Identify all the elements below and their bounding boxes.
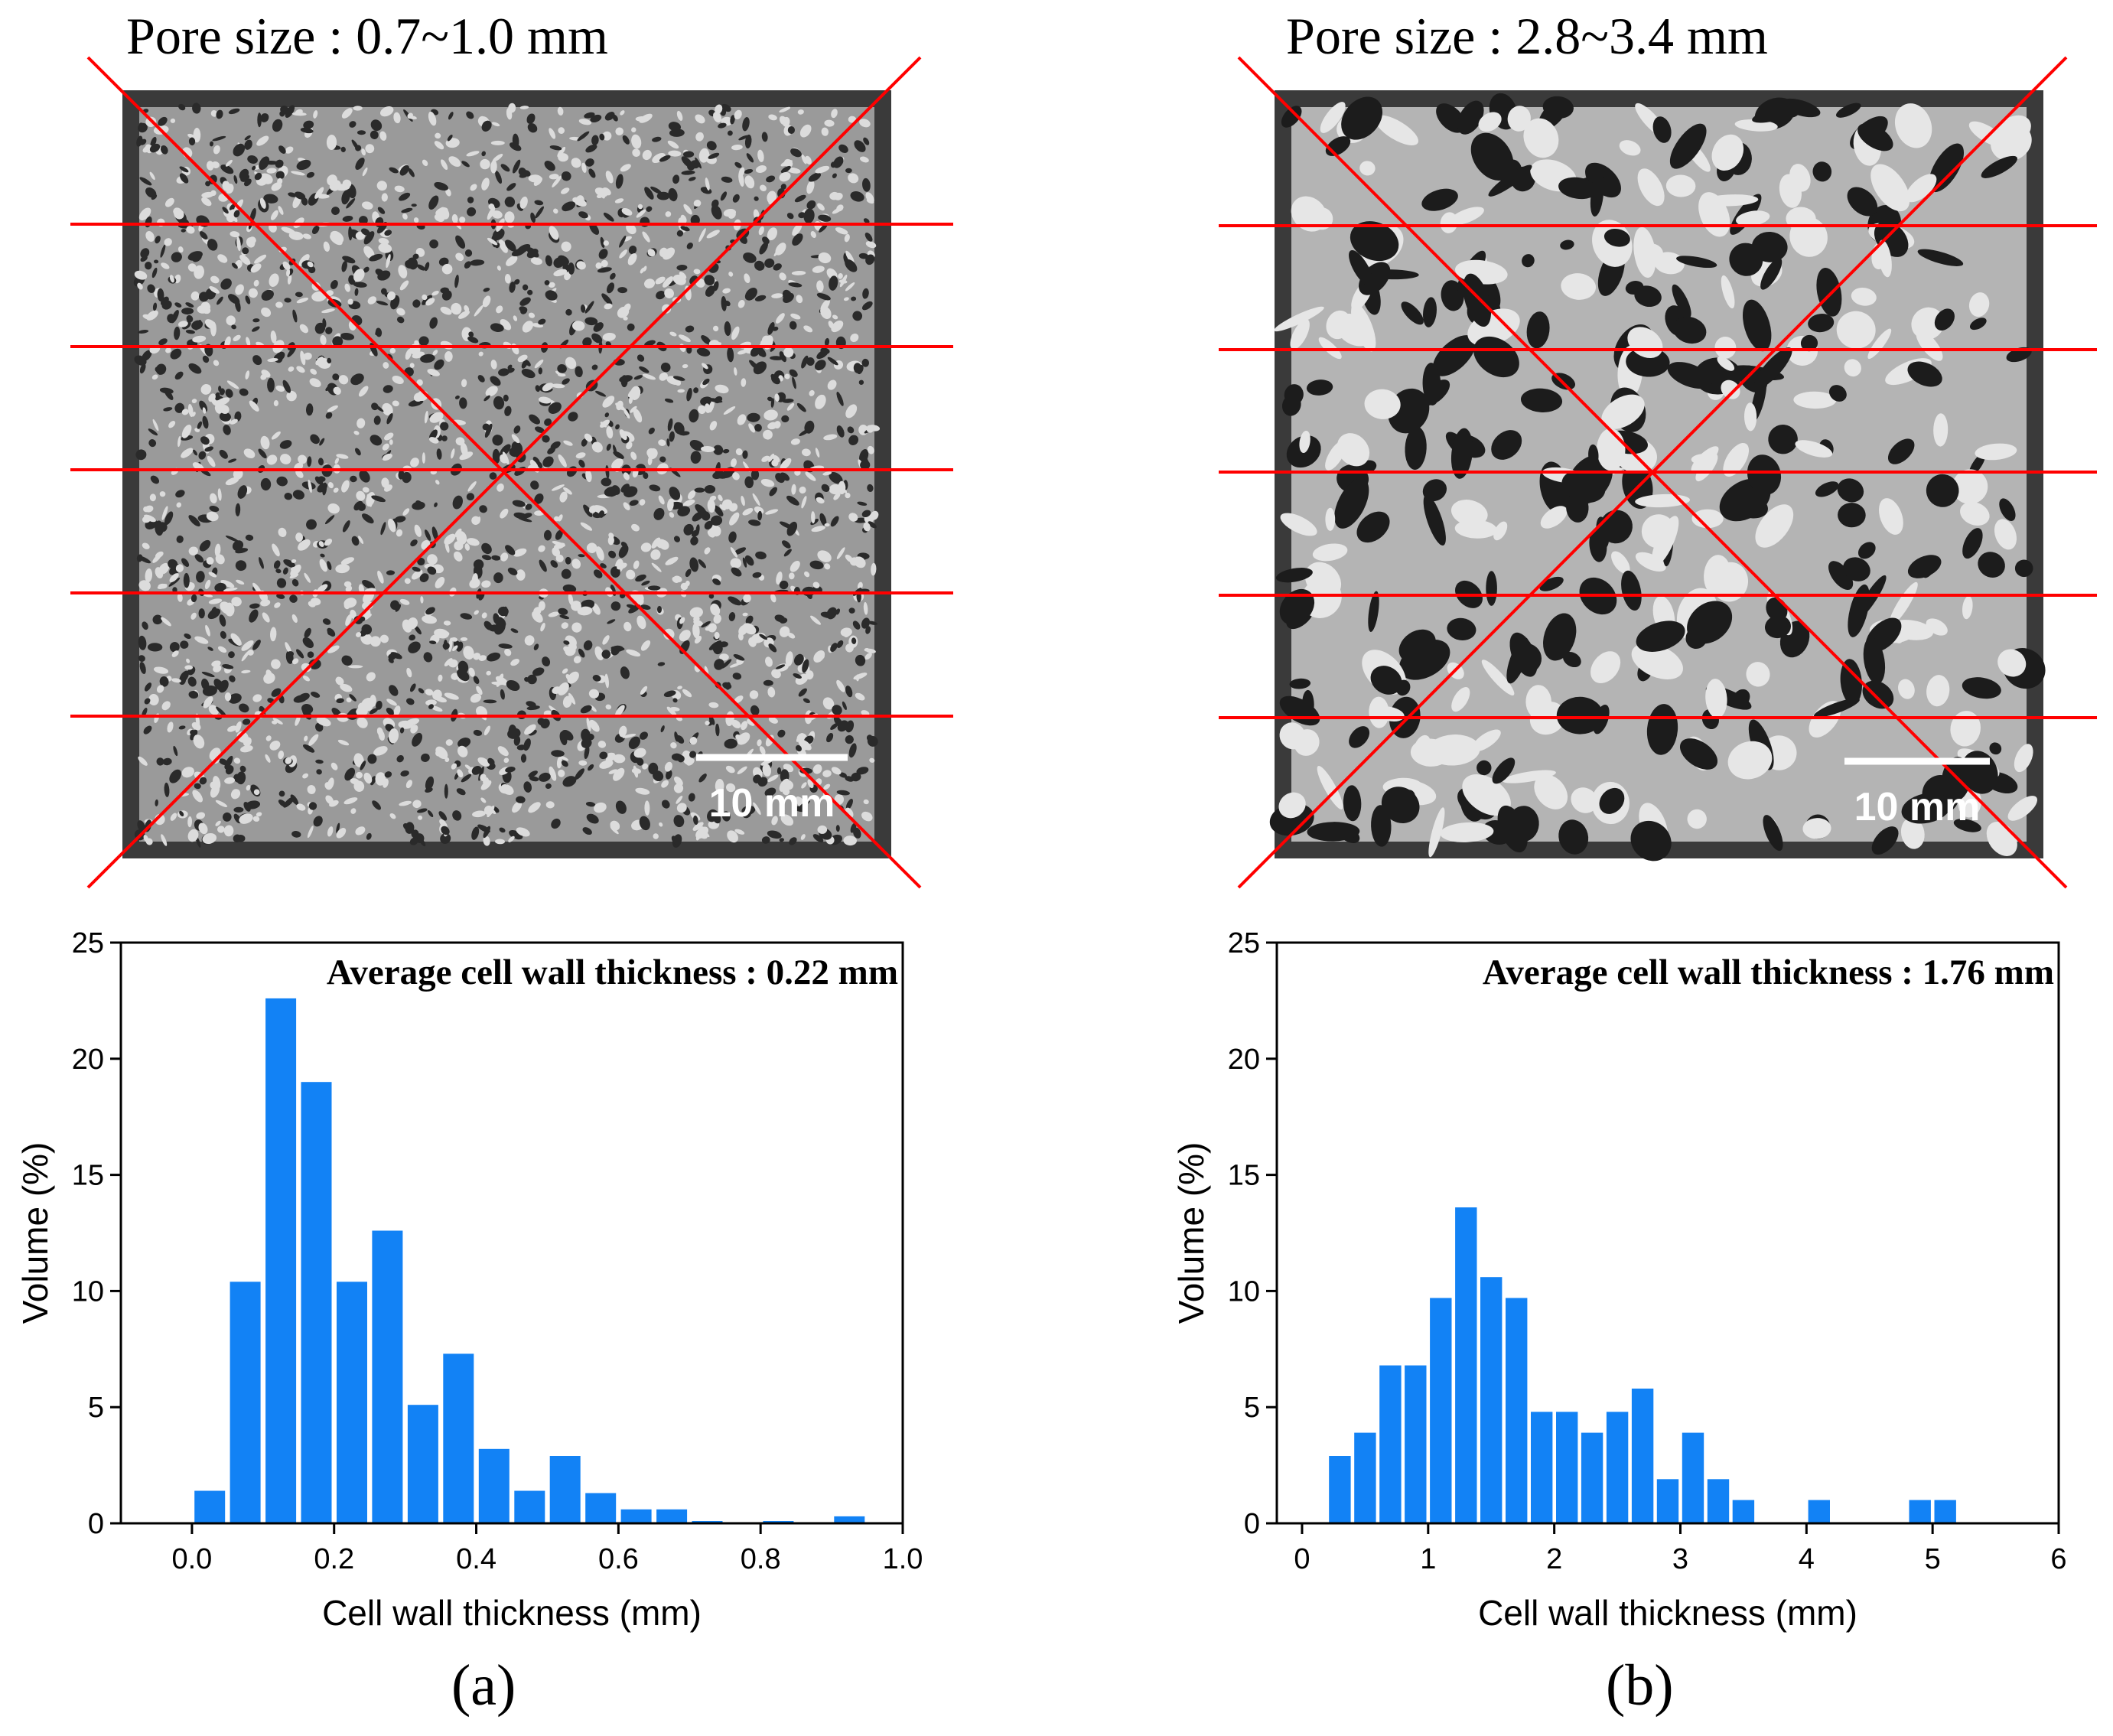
plot-frame (1275, 941, 2060, 1525)
measurement-lines (1219, 56, 2097, 889)
bar (1329, 1456, 1351, 1523)
bar (1656, 1479, 1679, 1523)
histogram: 0 1 2 3 4 5 6 0 5 10 15 20 25 Cell wall thickness (mm… (1171, 927, 2067, 1633)
y-tick-label: 10 (1228, 1275, 1260, 1308)
bar (1631, 1388, 1654, 1523)
x-tick-label: 6 (2050, 1543, 2066, 1575)
x-axis-label: Cell wall thickness (mm) (322, 1593, 702, 1633)
x-tick-label: 4 (1799, 1543, 1815, 1575)
scale-bar-label: 10 mm (709, 781, 835, 826)
bar (1682, 1432, 1704, 1523)
bars (1329, 1207, 1956, 1523)
plot-frame (119, 941, 904, 1525)
y-axis-label: Volume (%) (1171, 1142, 1211, 1324)
bar (1354, 1432, 1376, 1523)
chart-title: Average cell wall thickness : 1.76 mm (1483, 953, 2054, 992)
y-tick-label: 25 (72, 927, 104, 959)
bar (1808, 1500, 1830, 1523)
bar (1909, 1500, 1931, 1523)
bar (656, 1509, 688, 1523)
panel-a-figure: 10 mm 0.0 0.2 0.4 0.6 0.8 1.0 0 5 10 15 20 25 Cell w… (15, 56, 953, 1633)
bar (1581, 1432, 1603, 1523)
y-tick-label: 0 (88, 1508, 104, 1540)
x-tick-label: 5 (1925, 1543, 1941, 1575)
bar (1732, 1500, 1755, 1523)
x-tick-label: 0 (1294, 1543, 1310, 1575)
panel-b-figure: 10 mm 0 1 2 3 4 5 6 0 5 10 15 20 25 Cell wall thickne… (1171, 56, 2097, 1633)
bar (1707, 1479, 1730, 1523)
y-tick-label: 20 (72, 1044, 104, 1076)
bar (265, 998, 297, 1523)
bar (1556, 1412, 1578, 1523)
y-tick-label: 10 (72, 1275, 104, 1308)
x-tick-label: 0.8 (741, 1543, 781, 1575)
bar (194, 1490, 226, 1523)
panel-label: (a) (451, 1653, 516, 1718)
y-tick-label: 5 (1244, 1392, 1260, 1424)
y-tick-label: 15 (1228, 1160, 1260, 1192)
x-tick-label: 0.2 (314, 1543, 354, 1575)
bar (1531, 1412, 1553, 1523)
micrograph: 10 mm (70, 56, 953, 889)
x-tick-label: 0.4 (456, 1543, 497, 1575)
bar (1506, 1298, 1528, 1523)
histogram: 0.0 0.2 0.4 0.6 0.8 1.0 0 5 10 15 20 25 Cell wall th… (15, 927, 923, 1633)
bars (194, 998, 865, 1523)
y-axis-label: Volume (%) (15, 1142, 55, 1324)
bar (1934, 1500, 1956, 1523)
panel-b: Pore size : 2.8~3.4 mm 10 mm 0 1 2 3 4 5 6 0 5 10… (1056, 0, 2113, 1736)
bar (585, 1493, 617, 1523)
x-tick-label: 1.0 (883, 1543, 923, 1575)
micrograph: 10 mm (1219, 56, 2097, 889)
bar (407, 1405, 438, 1523)
pore-texture (133, 103, 881, 848)
y-tick-label: 5 (88, 1392, 104, 1424)
panel-label: (b) (1606, 1653, 1674, 1718)
x-tick-label: 3 (1672, 1543, 1688, 1575)
bar (1480, 1277, 1503, 1523)
y-tick-label: 20 (1228, 1044, 1260, 1076)
bar (549, 1456, 581, 1523)
y-tick-label: 15 (72, 1160, 104, 1192)
bar (443, 1353, 474, 1523)
bar (372, 1230, 403, 1523)
diagonal-line (86, 56, 922, 889)
measurement-lines (70, 56, 953, 889)
bar (1606, 1412, 1629, 1523)
bar (1455, 1207, 1477, 1523)
x-tick-label: 0.6 (598, 1543, 639, 1575)
bar (478, 1448, 510, 1523)
y-tick-label: 25 (1228, 927, 1260, 959)
diagonal-line (1237, 56, 2068, 889)
x-axis-label: Cell wall thickness (mm) (1478, 1593, 1857, 1633)
chart-title: Average cell wall thickness : 0.22 mm (327, 953, 898, 992)
bar (1430, 1298, 1452, 1523)
y-tick-label: 0 (1244, 1508, 1260, 1540)
scale-bar-label: 10 mm (1854, 785, 1981, 829)
bar (230, 1282, 261, 1523)
bar (301, 1082, 332, 1523)
bar (514, 1490, 545, 1523)
bar (1405, 1365, 1427, 1523)
x-tick-label: 2 (1546, 1543, 1562, 1575)
bar (1379, 1365, 1402, 1523)
pore-size-title: Pore size : 2.8~3.4 mm (1286, 7, 1768, 65)
bar (620, 1509, 652, 1523)
x-tick-label: 0.0 (171, 1543, 212, 1575)
x-tick-label: 1 (1420, 1543, 1436, 1575)
bar (337, 1282, 367, 1523)
pore-size-title: Pore size : 0.7~1.0 mm (126, 7, 608, 65)
bar (834, 1516, 865, 1523)
panel-a: Pore size : 0.7~1.0 mm 10 mm 0.0 0.2 0.4 0.… (0, 0, 1056, 1736)
